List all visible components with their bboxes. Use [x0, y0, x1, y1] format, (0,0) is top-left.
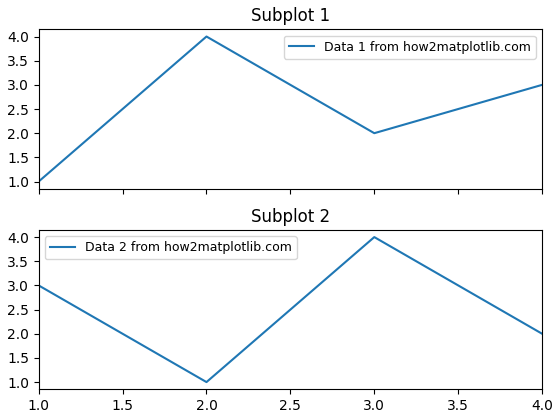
Legend: Data 2 from how2matplotlib.com: Data 2 from how2matplotlib.com [45, 236, 297, 259]
Data 2 from how2matplotlib.com [455, 283, 461, 288]
Data 1 from how2matplotlib.com [539, 82, 545, 87]
Data 1 from how2matplotlib.com [371, 131, 377, 136]
Title: Subplot 2: Subplot 2 [251, 207, 330, 226]
Title: Subplot 1: Subplot 1 [251, 7, 330, 25]
Legend: Data 1 from how2matplotlib.com: Data 1 from how2matplotlib.com [284, 36, 536, 58]
Data 2 from how2matplotlib.com [35, 283, 42, 288]
Data 2 from how2matplotlib.com [539, 331, 545, 336]
Data 2 from how2matplotlib.com [119, 331, 126, 336]
Line: Data 2 from how2matplotlib.com: Data 2 from how2matplotlib.com [39, 237, 542, 382]
Data 1 from how2matplotlib.com [35, 179, 42, 184]
Data 2 from how2matplotlib.com [371, 235, 377, 240]
Data 2 from how2matplotlib.com [203, 380, 210, 385]
Line: Data 1 from how2matplotlib.com: Data 1 from how2matplotlib.com [39, 37, 542, 181]
Data 1 from how2matplotlib.com [203, 34, 210, 39]
